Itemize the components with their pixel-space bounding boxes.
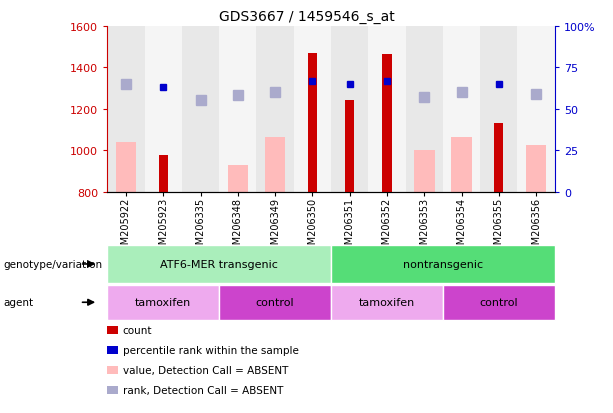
Bar <box>265 137 285 192</box>
Bar <box>116 142 136 192</box>
Bar <box>294 27 331 192</box>
Bar <box>345 101 354 192</box>
Text: control: control <box>479 297 518 308</box>
Text: tamoxifen: tamoxifen <box>135 297 191 308</box>
Bar <box>443 27 480 192</box>
Text: percentile rank within the sample: percentile rank within the sample <box>123 345 299 355</box>
Text: tamoxifen: tamoxifen <box>359 297 415 308</box>
Bar <box>406 27 443 192</box>
Text: count: count <box>123 325 152 335</box>
Bar <box>159 156 168 192</box>
Text: control: control <box>256 297 294 308</box>
Bar <box>219 27 256 192</box>
Text: GDS3667 / 1459546_s_at: GDS3667 / 1459546_s_at <box>219 10 394 24</box>
Bar <box>451 137 472 192</box>
Bar <box>414 151 435 192</box>
Text: agent: agent <box>3 297 33 308</box>
Bar <box>383 55 392 192</box>
Text: ATF6-MER transgenic: ATF6-MER transgenic <box>160 259 278 269</box>
Bar <box>368 27 406 192</box>
Bar <box>517 27 555 192</box>
Bar <box>227 165 248 192</box>
Bar <box>331 27 368 192</box>
Text: rank, Detection Call = ABSENT: rank, Detection Call = ABSENT <box>123 385 283 395</box>
Bar <box>145 27 182 192</box>
Bar <box>107 27 145 192</box>
Bar <box>308 54 317 192</box>
Text: genotype/variation: genotype/variation <box>3 259 102 269</box>
Bar <box>526 145 546 192</box>
Text: value, Detection Call = ABSENT: value, Detection Call = ABSENT <box>123 365 288 375</box>
Text: nontransgenic: nontransgenic <box>403 259 483 269</box>
Bar <box>494 124 503 192</box>
Bar <box>480 27 517 192</box>
Bar <box>182 27 219 192</box>
Bar <box>256 27 294 192</box>
